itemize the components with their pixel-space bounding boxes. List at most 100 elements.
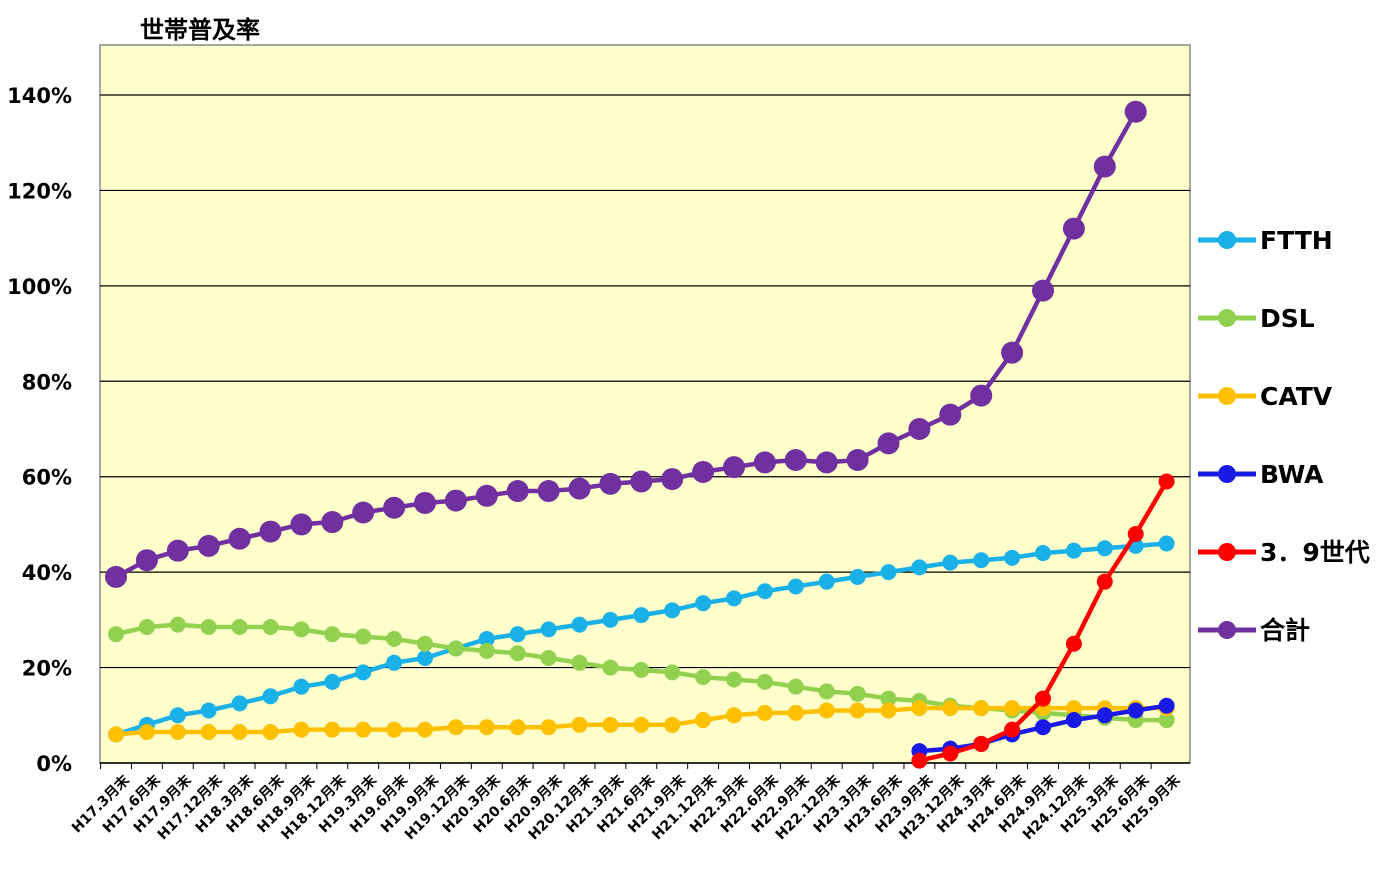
- data-point: [1158, 697, 1175, 714]
- data-point: [942, 745, 959, 762]
- data-point: [386, 721, 403, 738]
- data-point: [846, 449, 869, 472]
- data-point: [784, 449, 807, 472]
- legend-swatch-marker: [1218, 231, 1236, 249]
- data-point: [1004, 721, 1021, 738]
- data-point: [417, 650, 433, 667]
- data-point: [630, 470, 653, 493]
- data-point: [695, 712, 712, 729]
- data-point: [818, 573, 835, 590]
- legend-swatch-marker: [1218, 621, 1236, 639]
- data-point: [540, 719, 557, 736]
- data-point: [1124, 100, 1147, 123]
- data-point: [417, 635, 433, 652]
- y-tick-labels: 0% 20% 40% 60% 80% 100% 120% 140%: [7, 84, 72, 776]
- data-point: [355, 721, 372, 738]
- data-point: [911, 752, 928, 769]
- data-point: [602, 611, 619, 628]
- data-point: [355, 664, 372, 681]
- data-point: [1035, 690, 1051, 707]
- series-3.9世代: [911, 473, 1175, 769]
- data-point: [293, 678, 310, 695]
- data-point: [447, 719, 464, 736]
- data-point: [540, 621, 557, 638]
- legend-item: FTTH: [1198, 226, 1333, 255]
- data-point: [818, 683, 835, 700]
- data-point: [138, 723, 155, 740]
- data-point: [633, 607, 650, 624]
- data-point: [166, 539, 189, 562]
- data-point: [447, 640, 464, 657]
- data-point: [321, 511, 344, 534]
- data-point: [444, 489, 467, 512]
- data-point: [908, 418, 931, 440]
- data-point: [169, 707, 186, 724]
- data-point: [1093, 155, 1116, 178]
- data-point: [1065, 712, 1082, 729]
- data-point: [197, 534, 220, 557]
- legend-label: DSL: [1260, 304, 1315, 333]
- data-point: [877, 432, 900, 455]
- data-point: [849, 685, 866, 702]
- data-point: [849, 702, 866, 719]
- data-point: [1158, 473, 1175, 490]
- data-point: [259, 520, 282, 543]
- data-point: [417, 721, 433, 738]
- data-point: [942, 554, 959, 571]
- data-point: [726, 590, 742, 607]
- y-tick-label: 120%: [7, 179, 72, 203]
- data-point: [509, 719, 526, 736]
- data-point: [1158, 712, 1175, 729]
- data-point: [1032, 279, 1054, 302]
- data-point: [973, 552, 990, 569]
- data-point: [880, 564, 897, 581]
- data-point: [537, 480, 560, 503]
- data-point: [1035, 719, 1051, 736]
- data-point: [478, 642, 495, 659]
- data-point: [293, 621, 310, 638]
- data-point: [818, 702, 835, 719]
- data-point: [1096, 707, 1113, 724]
- data-point: [602, 716, 619, 733]
- legend-label: BWA: [1260, 460, 1324, 489]
- data-point: [970, 384, 993, 407]
- data-point: [571, 654, 588, 671]
- data-point: [815, 451, 838, 474]
- series-line: [114, 110, 1138, 579]
- data-point: [1065, 635, 1082, 652]
- y-tick-label: 60%: [22, 466, 72, 490]
- data-point: [324, 626, 341, 643]
- data-point: [200, 619, 217, 636]
- series-合計: [105, 100, 1147, 588]
- y-axis-title: 世帯普及率: [140, 16, 260, 44]
- data-point: [231, 723, 248, 740]
- data-point: [1065, 542, 1082, 559]
- data-point: [787, 578, 804, 595]
- data-point: [571, 616, 588, 633]
- legend-label: CATV: [1260, 382, 1333, 411]
- data-point: [695, 595, 712, 612]
- data-point: [911, 559, 928, 576]
- data-point: [664, 602, 681, 619]
- data-point: [849, 568, 866, 585]
- data-point: [664, 716, 681, 733]
- data-point: [262, 723, 279, 740]
- data-point: [324, 673, 341, 690]
- legend-swatch-marker: [1218, 543, 1236, 561]
- data-point: [108, 626, 124, 643]
- data-point: [138, 619, 155, 636]
- data-point: [664, 664, 681, 681]
- data-point: [414, 491, 436, 514]
- data-point: [1035, 545, 1051, 562]
- data-point: [231, 695, 248, 712]
- data-point: [383, 496, 406, 519]
- data-point: [973, 735, 990, 752]
- legend-swatch-marker: [1218, 465, 1236, 483]
- data-point: [290, 513, 313, 536]
- data-point: [386, 630, 403, 647]
- data-point: [509, 626, 526, 643]
- series-lines: [105, 100, 1175, 769]
- data-point: [880, 690, 897, 707]
- data-point: [939, 403, 962, 426]
